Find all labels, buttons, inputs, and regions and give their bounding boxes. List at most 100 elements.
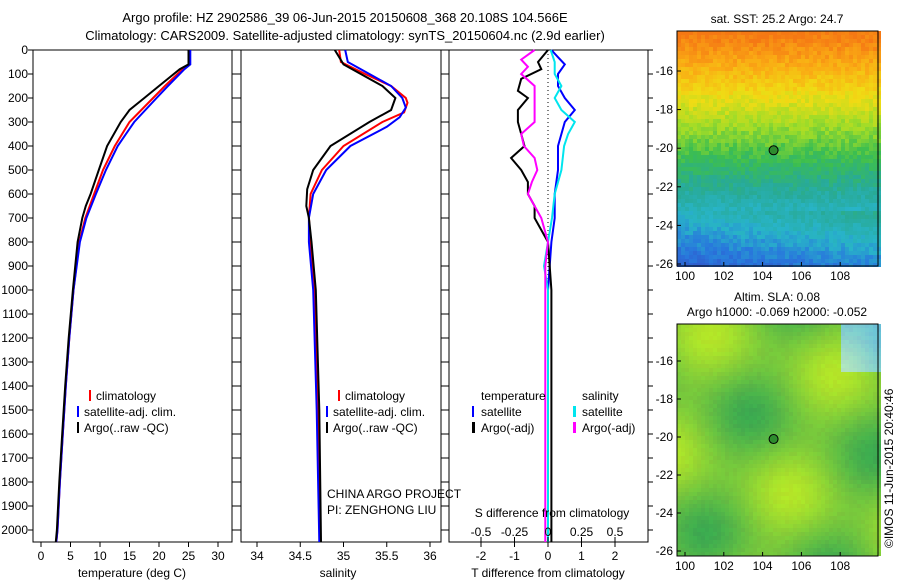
map-cell	[781, 39, 785, 43]
map-cell	[841, 67, 845, 71]
map-cell	[841, 440, 845, 444]
map-cell	[793, 259, 797, 263]
map-cell	[769, 251, 773, 255]
map-cell	[757, 91, 761, 95]
map-cell	[781, 432, 785, 436]
map-cell	[797, 135, 801, 139]
map-cell	[777, 235, 781, 239]
map-cell	[861, 263, 865, 267]
map-cell	[741, 143, 745, 147]
map-cell	[865, 223, 869, 227]
map-cell	[837, 115, 841, 119]
map-cell	[757, 47, 761, 51]
map-cell	[713, 191, 717, 195]
map-cell	[785, 143, 789, 147]
map-cell	[781, 95, 785, 99]
map-cell	[821, 163, 825, 167]
map-cell	[785, 263, 789, 267]
map-cell	[841, 71, 845, 75]
map-cell	[721, 135, 725, 139]
map-cell	[877, 103, 881, 107]
map-cell	[833, 416, 837, 420]
map-cell	[781, 344, 785, 348]
map-cell	[825, 103, 829, 107]
map-cell	[725, 79, 729, 83]
map-cell	[685, 424, 689, 428]
map-cell	[845, 251, 849, 255]
map-cell	[821, 75, 825, 79]
map-cell	[753, 428, 757, 432]
map-cell	[733, 63, 737, 67]
map-cell	[733, 392, 737, 396]
map-cell	[729, 151, 733, 155]
map-cell	[677, 432, 681, 436]
map-cell	[857, 99, 861, 103]
map-cell	[773, 444, 777, 448]
map-cell	[685, 127, 689, 131]
map-cell	[729, 263, 733, 267]
map-cell	[685, 416, 689, 420]
map-cell	[801, 143, 805, 147]
map-cell	[869, 111, 873, 115]
map-cell	[873, 183, 877, 187]
map-cell	[717, 111, 721, 115]
map-cell	[853, 344, 857, 348]
map-cell	[745, 356, 749, 360]
map-cell	[865, 115, 869, 119]
map-cell	[725, 239, 729, 243]
map-cell	[729, 396, 733, 400]
map-cell	[797, 348, 801, 352]
map-cell	[845, 159, 849, 163]
map-cell	[789, 127, 793, 131]
map-cell	[717, 191, 721, 195]
map-cell	[729, 147, 733, 151]
map-cell	[801, 412, 805, 416]
map-cell	[789, 396, 793, 400]
map-cell	[829, 356, 833, 360]
map-cell	[689, 352, 693, 356]
map-cell	[829, 231, 833, 235]
map-cell	[873, 400, 877, 404]
map-cell	[785, 392, 789, 396]
map-cell	[857, 83, 861, 87]
map-cell	[805, 163, 809, 167]
map-cell	[797, 159, 801, 163]
map-cell	[821, 388, 825, 392]
map-cell	[737, 79, 741, 83]
map-cell	[797, 263, 801, 267]
map-cell	[845, 372, 849, 376]
map-cell	[693, 135, 697, 139]
map-cell	[825, 135, 829, 139]
map-cell	[849, 151, 853, 155]
map-cell	[725, 448, 729, 452]
map-cell	[805, 440, 809, 444]
map-cell	[749, 55, 753, 59]
map-cell	[857, 103, 861, 107]
map-cell	[857, 71, 861, 75]
map-cell	[821, 127, 825, 131]
map-cell	[857, 43, 861, 47]
map-cell	[753, 143, 757, 147]
map-cell	[697, 207, 701, 211]
map-cell	[693, 428, 697, 432]
map-cell	[805, 360, 809, 364]
map-cell	[725, 51, 729, 55]
map-cell	[841, 404, 845, 408]
map-cell	[741, 51, 745, 55]
map-cell	[869, 247, 873, 251]
map-cell	[813, 171, 817, 175]
map-cell	[805, 131, 809, 135]
map-cell	[713, 259, 717, 263]
map-cell	[789, 368, 793, 372]
map-cell	[833, 75, 837, 79]
map-cell	[825, 432, 829, 436]
map-cell	[713, 456, 717, 460]
map-cell	[833, 211, 837, 215]
map-cell	[761, 444, 765, 448]
map-cell	[829, 364, 833, 368]
map-cell	[785, 103, 789, 107]
map-cell	[877, 356, 881, 360]
map-cell	[817, 79, 821, 83]
map-cell	[745, 384, 749, 388]
map-cell	[869, 119, 873, 123]
